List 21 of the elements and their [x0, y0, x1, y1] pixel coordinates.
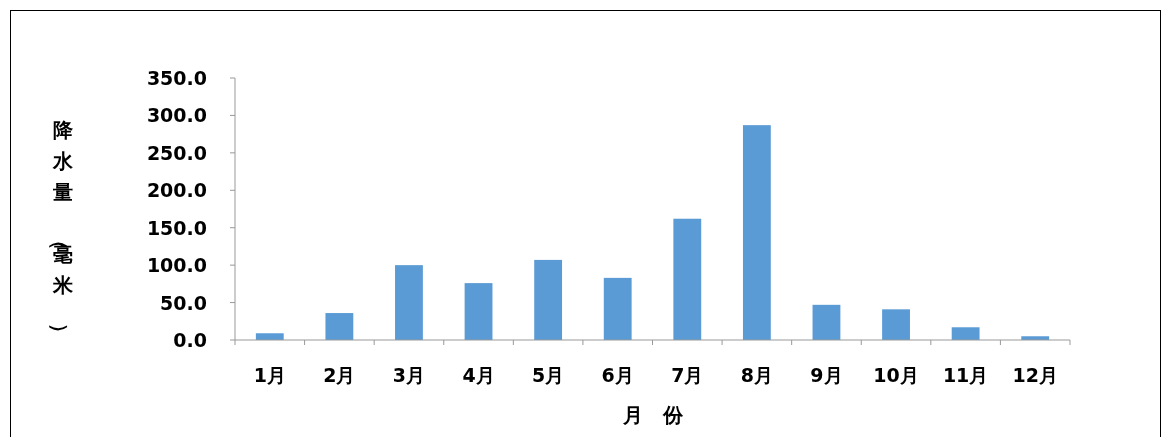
x-tick-label: 2月	[323, 364, 356, 386]
x-tick-label: 12月	[1012, 364, 1058, 386]
x-tick-label: 5月	[532, 364, 565, 386]
x-tick-label: 10月	[873, 364, 919, 386]
y-tick-label: 50.0	[160, 291, 207, 314]
y-tick-label: 100.0	[146, 254, 207, 277]
x-tick-label: 8月	[740, 364, 773, 386]
y-tick-label: 0.0	[173, 329, 207, 351]
x-tick-label: 9月	[810, 364, 843, 386]
y-tick-label: 150.0	[146, 216, 207, 239]
y-tick-label: 350.0	[146, 67, 207, 89]
y-tick-label: 200.0	[146, 179, 207, 202]
x-tick-label: 3月	[392, 364, 426, 386]
x-tick-label: 7月	[671, 364, 704, 386]
x-axis-title: 月 份	[621, 403, 684, 427]
x-tick-label: 4月	[462, 364, 495, 386]
x-tick-label: 6月	[601, 364, 634, 386]
x-tick-label: 11月	[942, 364, 989, 386]
y-tick-label: 250.0	[146, 141, 207, 164]
x-tick-label: 1月	[253, 364, 286, 386]
y-tick-label: 300.0	[146, 104, 207, 127]
